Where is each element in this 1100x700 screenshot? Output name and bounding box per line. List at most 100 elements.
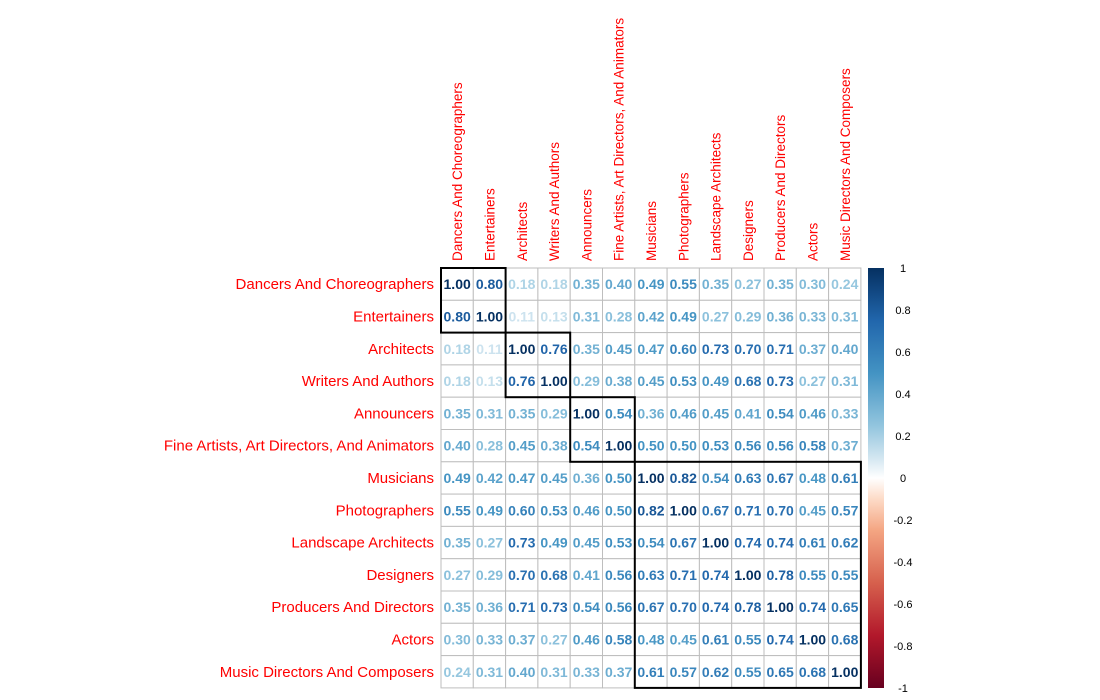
- cell-value-7-3: 0.53: [540, 502, 567, 518]
- cell-value-9-6: 0.63: [637, 567, 664, 583]
- cell-value-8-4: 0.45: [573, 535, 600, 551]
- cell-5-6: [634, 429, 668, 463]
- cell-value-12-8: 0.62: [702, 664, 729, 680]
- column-label-11: Actors: [805, 222, 820, 261]
- cell-2-12: [828, 332, 862, 366]
- colorbar-ticks: 1 0.8 0.6 0.4 0.2 0 -0.2 -0.4 -0.6 -0.8 -1: [894, 263, 913, 695]
- cell-value-2-4: 0.35: [573, 341, 600, 357]
- cell-value-11-3: 0.27: [540, 631, 567, 647]
- row-label-10: Producers And Directors: [271, 599, 434, 616]
- cell-value-10-12: 0.65: [831, 599, 858, 615]
- cell-value-0-8: 0.35: [702, 276, 729, 292]
- column-label-3: Writers And Authors: [547, 142, 562, 261]
- cell-2-0: [440, 332, 474, 366]
- cell-value-8-7: 0.67: [670, 535, 697, 551]
- cell-value-0-9: 0.27: [734, 276, 761, 292]
- cell-value-0-11: 0.30: [799, 276, 826, 292]
- cell-11-4: [569, 622, 604, 657]
- cell-value-12-1: 0.31: [476, 664, 503, 680]
- cell-value-8-3: 0.49: [540, 535, 567, 551]
- cell-12-4: [569, 655, 604, 689]
- cell-value-4-0: 0.35: [444, 405, 471, 421]
- cell-value-1-9: 0.29: [734, 308, 761, 324]
- cluster-rectangles: [440, 267, 862, 689]
- cell-value-0-6: 0.49: [637, 276, 664, 292]
- cell-11-3: [537, 622, 571, 657]
- cell-10-8: [698, 590, 733, 624]
- cell-value-8-8: 1.00: [702, 535, 729, 551]
- column-label-2: Architects: [515, 201, 530, 261]
- cell-value-0-10: 0.35: [767, 276, 794, 292]
- cell-value-10-9: 0.78: [734, 599, 761, 615]
- cell-1-5: [602, 299, 636, 334]
- heatmap-cells: [440, 267, 862, 689]
- column-label-5: Fine Artists, Art Directors, And Animato…: [612, 18, 627, 261]
- cell-value-11-6: 0.48: [637, 631, 664, 647]
- cell-11-5: [602, 622, 636, 657]
- cell-11-12: [828, 622, 862, 657]
- cell-4-6: [634, 396, 668, 431]
- cell-value-11-2: 0.37: [508, 631, 535, 647]
- cell-3-8: [698, 364, 733, 398]
- cell-value-9-11: 0.55: [799, 567, 826, 583]
- cell-9-5: [602, 558, 636, 592]
- cell-value-11-0: 0.30: [444, 631, 471, 647]
- cell-8-0: [440, 525, 474, 560]
- cell-value-10-2: 0.71: [508, 599, 535, 615]
- cell-1-0: [440, 299, 474, 334]
- cell-value-8-10: 0.74: [767, 535, 794, 551]
- cell-value-3-5: 0.38: [605, 373, 632, 389]
- cell-0-1: [472, 267, 507, 301]
- cell-value-6-0: 0.49: [444, 470, 471, 486]
- cell-12-0: [440, 655, 474, 689]
- cell-value-1-6: 0.42: [637, 308, 664, 324]
- cell-2-4: [569, 332, 604, 366]
- cell-value-3-7: 0.53: [670, 373, 697, 389]
- column-label-1: Entertainers: [482, 188, 497, 261]
- column-label-8: Landscape Architects: [709, 132, 724, 261]
- colorbar-tick-0: 1: [900, 263, 906, 275]
- row-label-11: Actors: [391, 631, 434, 648]
- cell-value-11-12: 0.68: [831, 631, 858, 647]
- row-labels: Dancers And Choreographers Entertainers Ar…: [164, 276, 434, 681]
- cell-value-9-9: 1.00: [734, 567, 761, 583]
- cell-value-7-10: 0.70: [767, 502, 794, 518]
- cell-9-9: [731, 558, 765, 592]
- cell-7-6: [634, 493, 668, 527]
- cell-value-2-7: 0.60: [670, 341, 697, 357]
- cell-value-12-5: 0.37: [605, 664, 632, 680]
- cell-0-9: [731, 267, 765, 301]
- cell-value-11-5: 0.58: [605, 631, 632, 647]
- cell-5-7: [666, 429, 700, 463]
- colorbar-tick-3: 0.4: [895, 389, 910, 401]
- cell-value-0-1: 0.80: [476, 276, 503, 292]
- cell-value-1-8: 0.27: [702, 308, 729, 324]
- cell-value-4-3: 0.29: [540, 405, 567, 421]
- row-label-9: Designers: [366, 567, 434, 584]
- cell-value-0-12: 0.24: [831, 276, 858, 292]
- cell-value-12-6: 0.61: [637, 664, 664, 680]
- cell-value-2-12: 0.40: [831, 341, 858, 357]
- cell-value-5-5: 1.00: [605, 438, 632, 454]
- row-label-12: Music Directors And Composers: [220, 664, 434, 681]
- cell-value-12-7: 0.57: [670, 664, 697, 680]
- cell-value-4-1: 0.31: [476, 405, 503, 421]
- row-label-3: Writers And Authors: [302, 373, 434, 390]
- cell-value-7-0: 0.55: [444, 502, 471, 518]
- cell-value-4-6: 0.36: [637, 405, 664, 421]
- cell-value-4-7: 0.46: [670, 405, 697, 421]
- cell-value-12-0: 0.24: [444, 664, 471, 680]
- cell-value-2-8: 0.73: [702, 341, 729, 357]
- cell-7-7: [666, 493, 700, 527]
- cell-value-6-10: 0.67: [767, 470, 794, 486]
- cell-value-0-5: 0.40: [605, 276, 632, 292]
- cell-5-8: [698, 429, 733, 463]
- cell-value-2-1: 0.11: [476, 341, 503, 357]
- cell-value-2-5: 0.45: [605, 341, 632, 357]
- cell-11-1: [472, 622, 507, 657]
- cell-value-6-11: 0.48: [799, 470, 826, 486]
- cell-7-5: [602, 493, 636, 527]
- cell-value-11-7: 0.45: [670, 631, 697, 647]
- cell-value-10-11: 0.74: [799, 599, 826, 615]
- cell-value-0-4: 0.35: [573, 276, 600, 292]
